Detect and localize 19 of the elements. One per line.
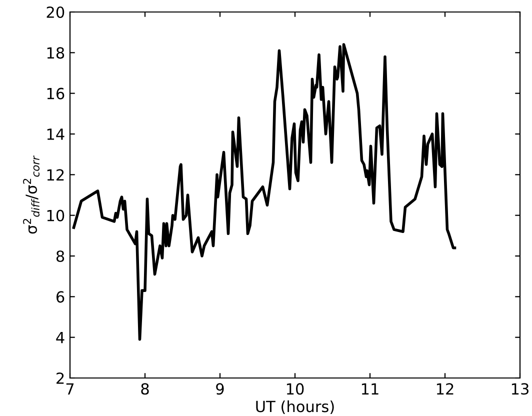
y-tick-label: 14	[47, 128, 64, 140]
x-tick-label: 9	[216, 383, 224, 395]
x-tick-label: 11	[362, 383, 378, 394]
x-tick-label: 8	[141, 383, 149, 395]
y-tick-label: 18	[47, 47, 64, 59]
y-tick-label: 8	[56, 250, 64, 262]
y-tick-label: 12	[47, 169, 64, 180]
y-tick-label: 16	[47, 88, 64, 100]
x-tick-label: 10	[286, 383, 304, 395]
x-tick-label: 13	[512, 383, 528, 395]
x-axis-title: UT (hours)	[256, 400, 334, 414]
y-tick-label: 2	[56, 372, 64, 384]
y-tick-label: 20	[46, 6, 64, 18]
y-tick-label: 4	[56, 332, 64, 344]
y-axis-title: σ$^{2}$$_{diff}$/σ$^{2}$$_{corr}$	[23, 155, 40, 234]
x-tick-label: 12	[436, 383, 454, 394]
x-tick-label: 7	[66, 383, 74, 394]
y-tick-label: 6	[56, 291, 64, 303]
y-tick-label: 10	[47, 210, 64, 222]
